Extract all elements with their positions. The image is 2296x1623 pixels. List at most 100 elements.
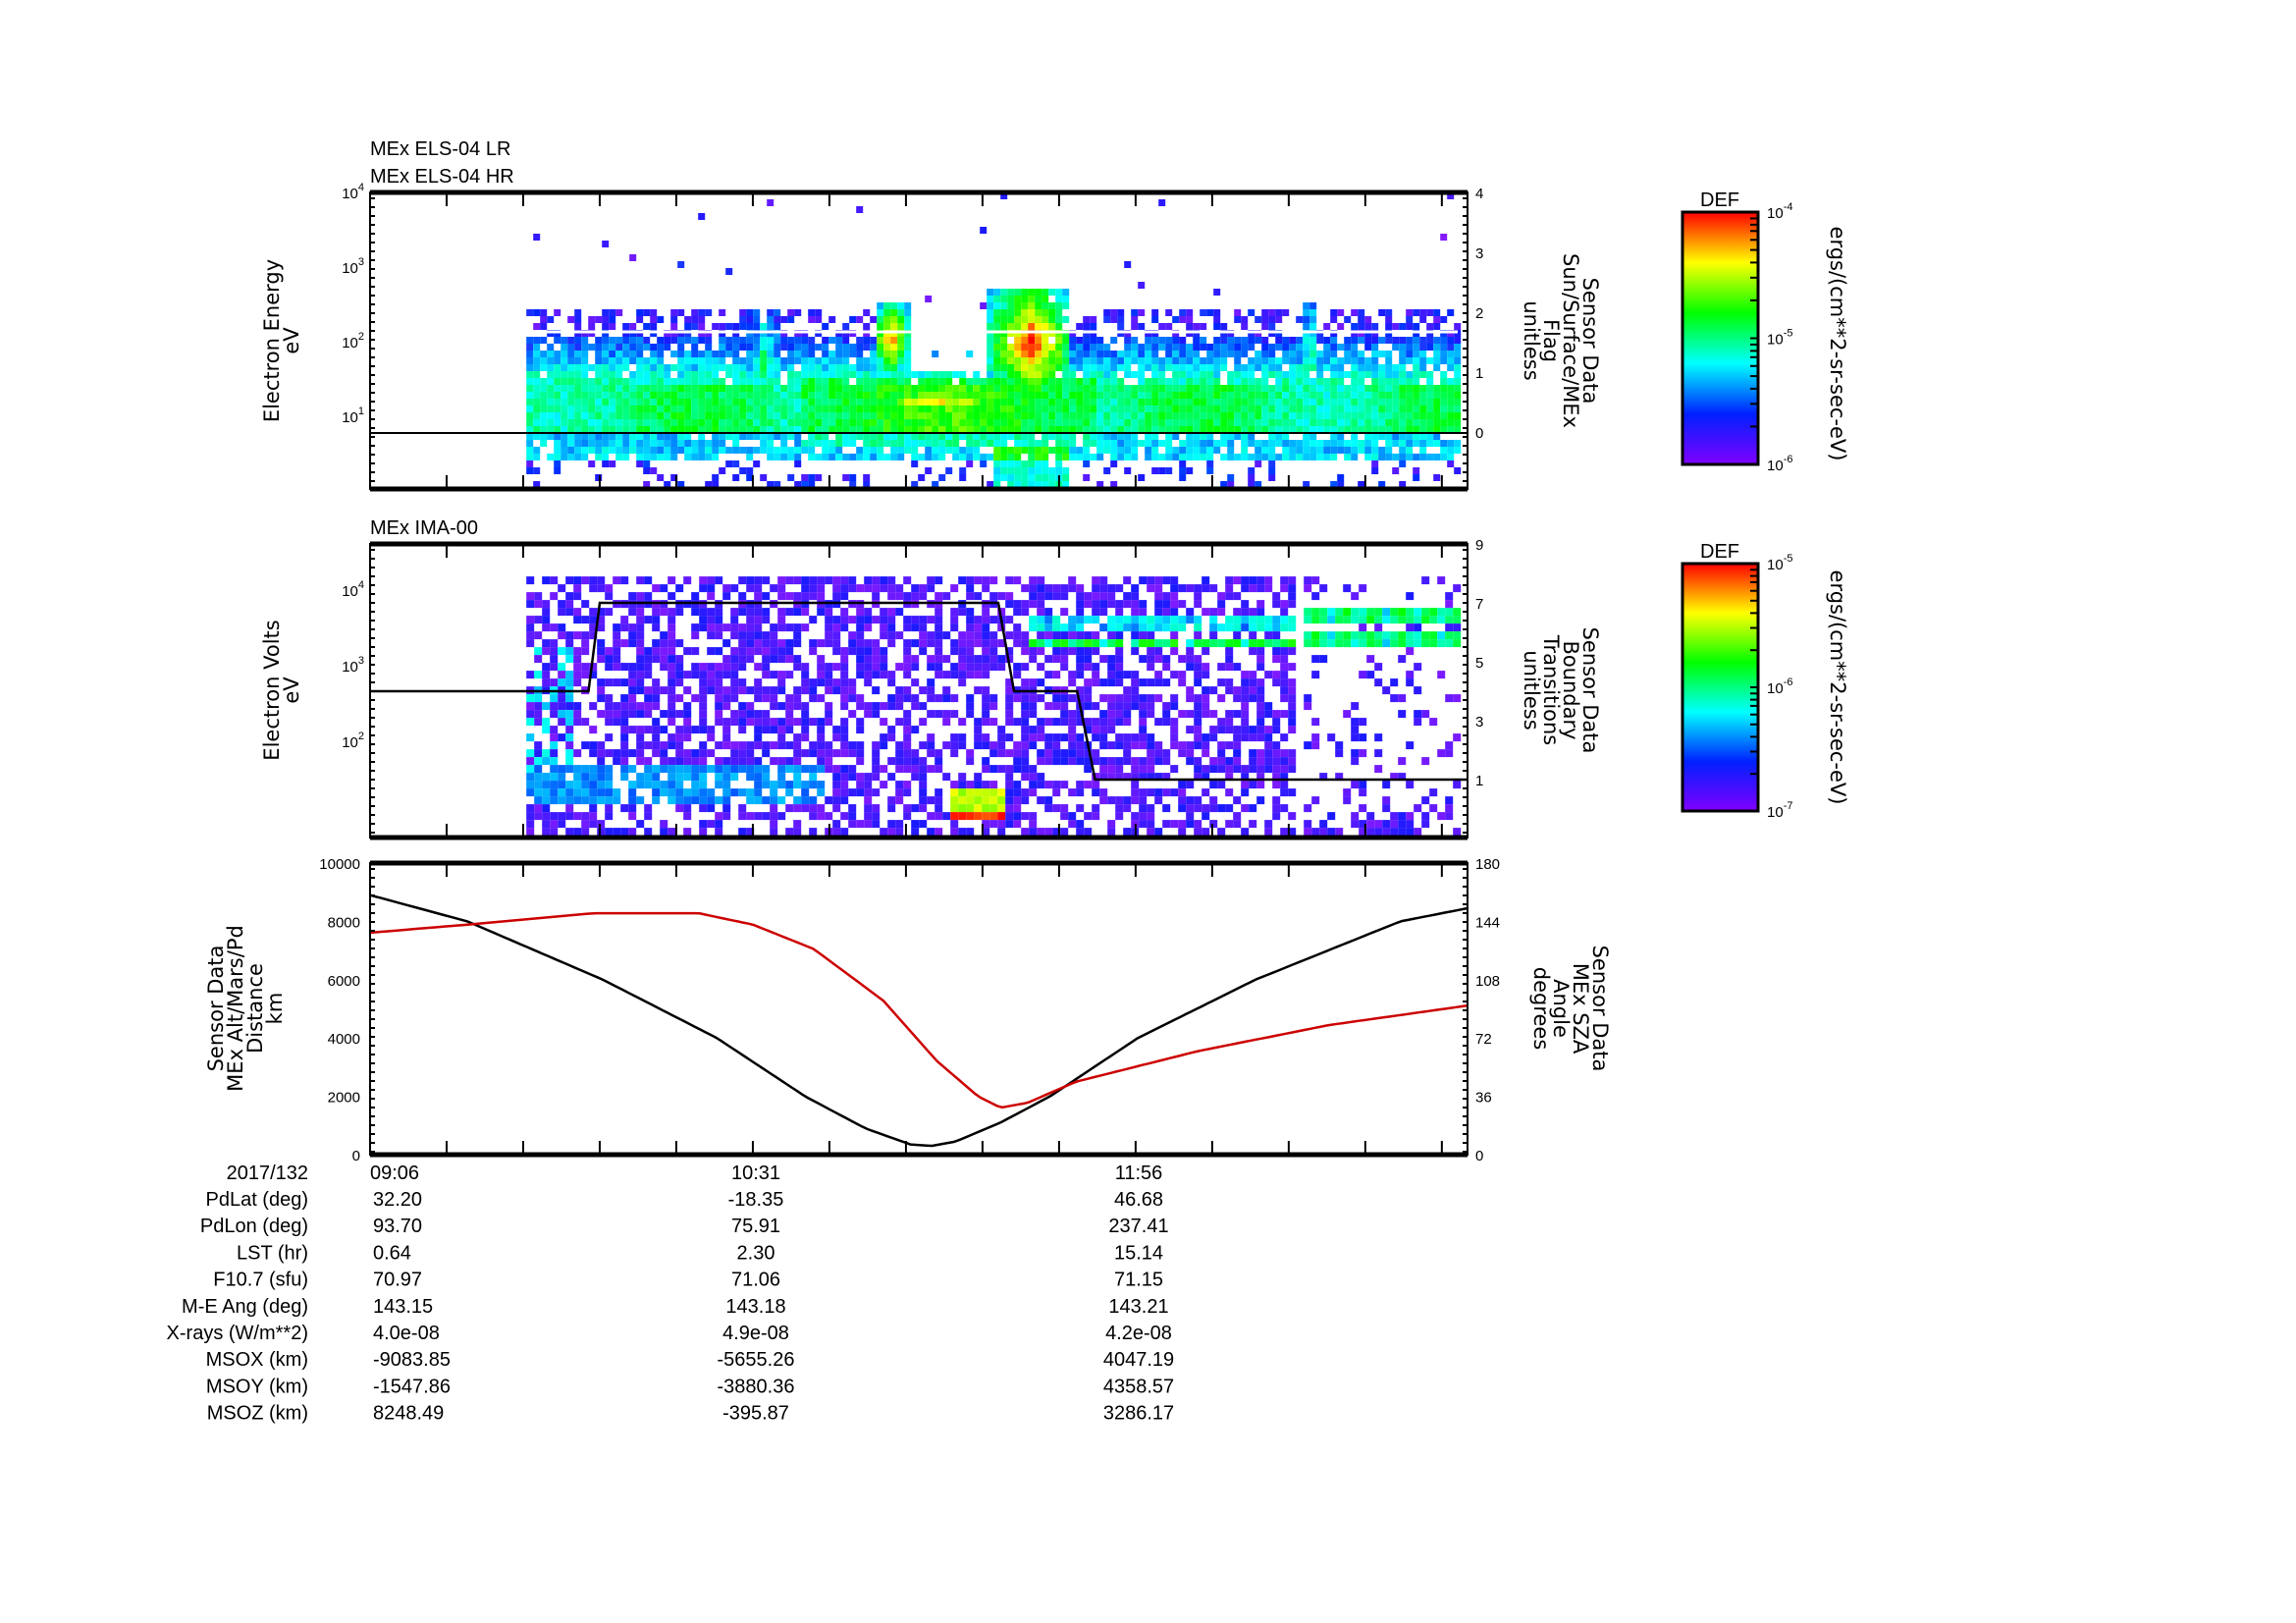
spectrogram-cell	[1035, 460, 1042, 467]
spectrogram-cell	[1115, 655, 1124, 664]
spectrogram-cell	[670, 309, 678, 316]
spectrogram-cell	[817, 592, 826, 601]
spectrogram-cell	[911, 678, 920, 687]
spectrogram-cell	[815, 399, 823, 406]
spectrogram-cell	[1005, 812, 1014, 821]
spectrogram-cell	[1186, 749, 1195, 758]
spectrogram-cell	[1172, 385, 1180, 392]
spectrogram-cell	[942, 718, 951, 727]
spectrogram-cell	[1151, 316, 1159, 323]
spectrogram-cell	[636, 647, 645, 656]
spectrogram-cell	[1123, 733, 1132, 742]
spectrogram-cell	[770, 584, 778, 593]
spectrogram-cell	[1083, 454, 1091, 460]
spectrogram-cell	[722, 741, 731, 750]
spectrogram-cell	[1084, 702, 1093, 711]
spectrogram-cell	[1083, 378, 1091, 385]
ima-cells	[526, 576, 1462, 838]
spectrogram-cell	[1406, 344, 1414, 351]
spectrogram-cell	[760, 419, 768, 426]
spectrogram-cell	[1021, 412, 1029, 419]
y-tick-label: 102	[342, 331, 364, 352]
spectrogram-cell	[1280, 663, 1289, 672]
spectrogram-cell	[801, 804, 810, 813]
spectrogram-cell	[1055, 467, 1063, 474]
spectrogram-cell	[1178, 828, 1187, 837]
spectrogram-cell	[1021, 289, 1029, 296]
spectrogram-cell	[1206, 344, 1214, 351]
spectrogram-cell	[595, 344, 603, 351]
spectrogram-cell	[588, 460, 596, 467]
spectrogram-cell	[1084, 592, 1093, 601]
spectrogram-cell	[1021, 600, 1030, 609]
spectrogram-cell	[1165, 357, 1173, 364]
spectrogram-cell	[1255, 419, 1262, 426]
spectrogram-cell	[832, 631, 841, 640]
spectrogram-cell	[667, 828, 676, 837]
spectrogram-cell	[1052, 757, 1061, 766]
spectrogram-cell	[738, 655, 747, 664]
spectrogram-cell	[1194, 828, 1202, 837]
spectrogram-cell	[1096, 399, 1104, 406]
spectrogram-cell	[643, 364, 651, 371]
spectrogram-cell	[715, 741, 723, 750]
spectrogram-cell	[1193, 433, 1201, 440]
spectrogram-cell	[1170, 623, 1179, 632]
spectrogram-cell	[565, 765, 574, 774]
spectrogram-cell	[1179, 337, 1187, 344]
spectrogram-cell	[1249, 576, 1257, 585]
spectrogram-cell	[613, 796, 621, 805]
spectrogram-cell	[780, 419, 788, 426]
spectrogram-cell	[1029, 678, 1038, 687]
spectrogram-cell	[691, 447, 699, 454]
spectrogram-cell	[1092, 718, 1100, 727]
spectrogram-cell	[1280, 639, 1289, 648]
spectrogram-cell	[774, 412, 781, 419]
spectrogram-cell	[609, 378, 616, 385]
spectrogram-cell	[620, 623, 629, 632]
spectrogram-cell	[644, 694, 653, 703]
spectrogram-cell	[1296, 454, 1304, 460]
spectrogram-cell	[966, 631, 975, 640]
spectrogram-cell	[1099, 757, 1108, 766]
spectrogram-cell	[1233, 726, 1242, 734]
spectrogram-cell	[1330, 337, 1338, 344]
spectrogram-cell	[1037, 757, 1045, 766]
spectrogram-cell	[787, 357, 795, 364]
spectrogram-cell	[657, 351, 665, 357]
spectrogram-cell	[712, 357, 720, 364]
spectrogram-cell	[602, 406, 610, 412]
spectrogram-cell	[809, 804, 818, 813]
spectrogram-cell	[793, 828, 802, 837]
spectrogram-cell	[746, 419, 754, 426]
spectrogram-cell	[817, 757, 826, 766]
spectrogram-cell	[615, 392, 623, 399]
spectrogram-cell	[1447, 378, 1455, 385]
spectrogram-cell	[1385, 371, 1393, 378]
spectrogram-cell	[1060, 804, 1069, 813]
spectrogram-cell	[980, 385, 988, 392]
spectrogram-cell	[1131, 392, 1139, 399]
spectrogram-cell	[602, 309, 610, 316]
spectrogram-cell	[1021, 749, 1030, 758]
spectrogram-cell	[561, 406, 568, 412]
spectrogram-cell	[1440, 371, 1448, 378]
spectrogram-cell	[1330, 426, 1338, 433]
spectrogram-cell	[650, 385, 658, 392]
spectrogram-cell	[925, 426, 933, 433]
spectrogram-cell	[1344, 337, 1352, 344]
spectrogram-cell	[1123, 592, 1132, 601]
spectrogram-cell	[1035, 385, 1042, 392]
spectrogram-cell	[870, 454, 878, 460]
spectrogram-cell	[705, 385, 713, 392]
spectrogram-cell	[719, 364, 726, 371]
spectrogram-cell	[1426, 378, 1434, 385]
spectrogram-cell	[880, 584, 888, 593]
spectrogram-cell	[650, 399, 658, 406]
spectrogram-cell	[1309, 378, 1317, 385]
spectrogram-cell	[989, 694, 998, 703]
spectrogram-cell	[602, 371, 610, 378]
spectrogram-cell	[1041, 385, 1049, 392]
spectrogram-cell	[1303, 309, 1310, 316]
spectrogram-cell	[1154, 616, 1163, 624]
